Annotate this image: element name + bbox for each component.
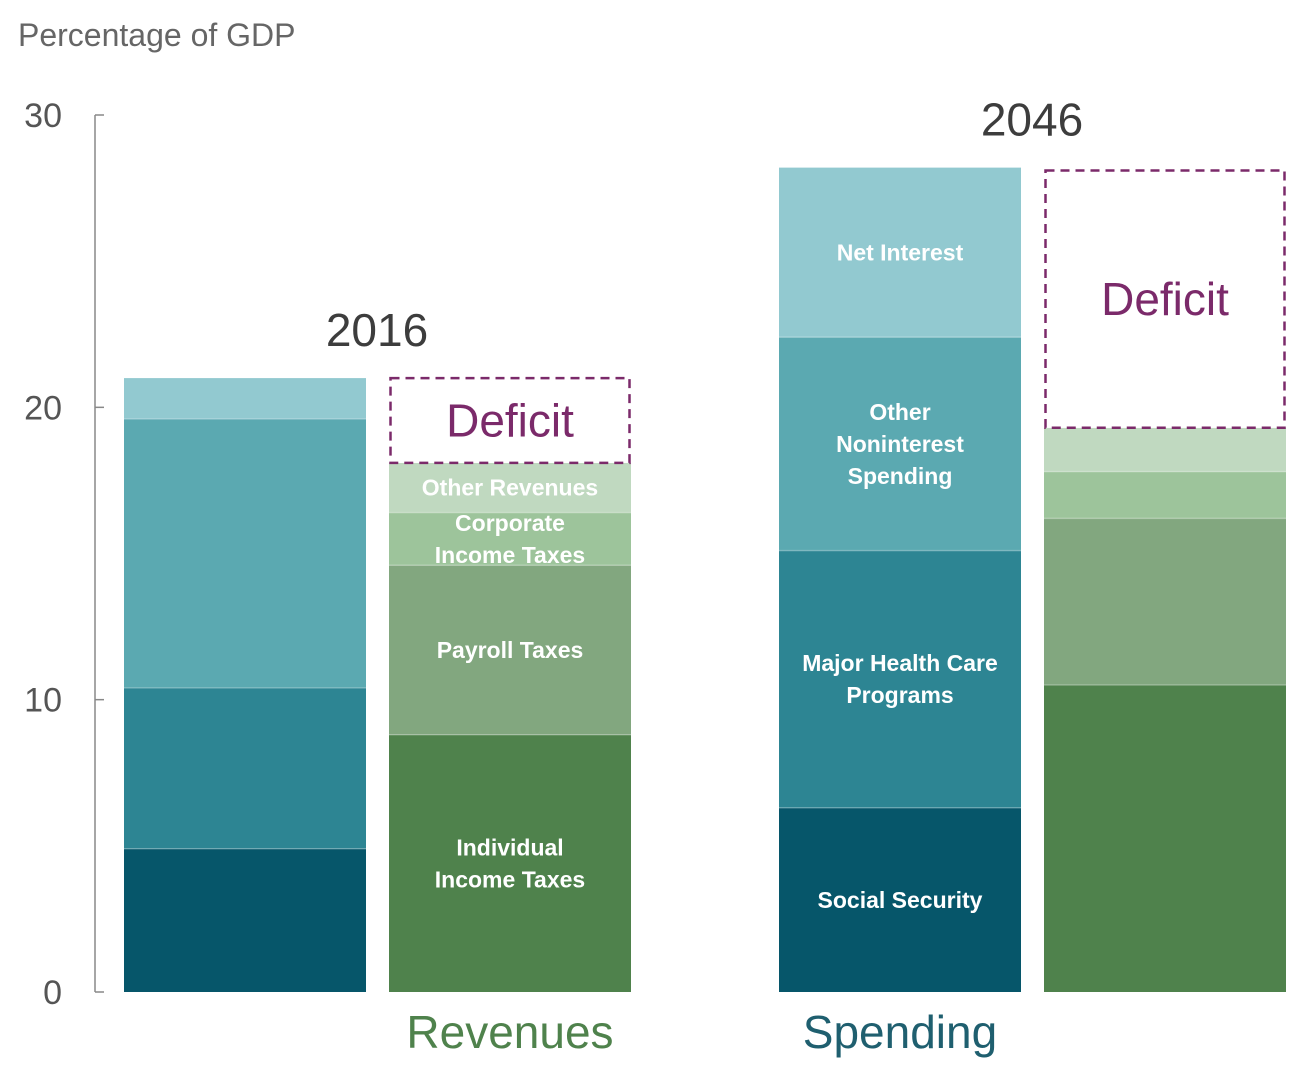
segment-label: Other Revenues [422, 475, 598, 501]
segment-label: Corporate [455, 510, 565, 536]
bar-segment-payroll-taxes [389, 565, 631, 735]
bar-segment-social-security [779, 807, 1021, 992]
spending-label: Spending [803, 1006, 997, 1058]
deficit-label: Deficit [1101, 273, 1229, 325]
segment-label: Payroll Taxes [437, 637, 584, 663]
segment-label: Spending [848, 463, 953, 489]
segment-label: Net Interest [837, 239, 964, 265]
year-label: 2016 [326, 304, 428, 356]
bar-segment-net-interest [779, 167, 1021, 338]
bar-segment-corporate-income-taxes [389, 512, 631, 566]
bar-segment-individual-income-taxes [1044, 685, 1286, 992]
segment-label: Individual [456, 834, 563, 860]
segment-label: Income Taxes [435, 866, 585, 892]
bar-segment-net-interest [124, 378, 366, 420]
segment-label: Income Taxes [435, 542, 585, 568]
deficit-label: Deficit [446, 394, 574, 446]
bar-segment-individual-income-taxes [389, 734, 631, 992]
segment-label: Other [869, 399, 930, 425]
bar-segment-other-noninterest-spending [124, 419, 366, 688]
labels: Individual Income Taxes Payroll Taxes Corpo… [326, 94, 1229, 1058]
segment-label: Noninterest [836, 431, 964, 457]
bar-segment-other-noninterest-spending [779, 337, 1021, 551]
y-tick-label: 20 [24, 389, 62, 427]
bars [124, 167, 1286, 992]
bar-segment-social-security [124, 848, 366, 992]
y-tick-label: 30 [24, 97, 62, 135]
y-tick-label: 0 [43, 974, 62, 1012]
bar-segment-major-health-care-programs [124, 687, 366, 849]
bar-segment-other-revenues [389, 462, 631, 513]
y-tick-label: 10 [24, 682, 62, 720]
segment-label: Programs [846, 682, 953, 708]
bar-segment-major-health-care-programs [779, 550, 1021, 808]
bar-segment-payroll-taxes [1044, 518, 1286, 686]
year-label: 2046 [981, 94, 1083, 146]
revenues-label: Revenues [406, 1006, 613, 1058]
deficit-box [389, 376, 631, 465]
segment-label: Social Security [818, 887, 983, 913]
segment-label: Major Health Care [802, 650, 998, 676]
y-axis: 0 10 20 30 [24, 97, 104, 1012]
y-axis-title: Percentage of GDP [18, 17, 295, 53]
bar-segment-corporate-income-taxes [1044, 471, 1286, 519]
deficit-box [1044, 169, 1286, 430]
bar-segment-other-revenues [1044, 427, 1286, 472]
